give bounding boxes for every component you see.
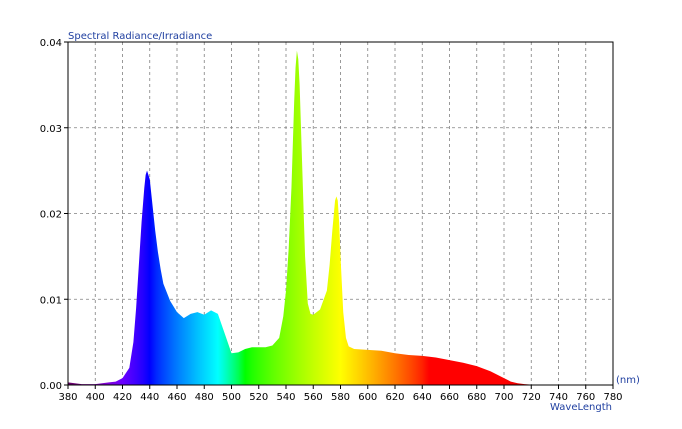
x-tick-label: 720	[522, 392, 541, 403]
y-tick-label: 0.00	[40, 381, 62, 392]
x-tick-label: 780	[603, 392, 622, 403]
x-axis-ticks: 380 400 420 440 460 480 500 520 540 560 580 600 620 6…	[58, 385, 623, 403]
x-tick-label: 640	[413, 392, 432, 403]
y-tick-label: 0.03	[40, 124, 62, 135]
x-tick-label: 420	[113, 392, 132, 403]
spectrum-area	[68, 50, 613, 385]
x-tick-label: 600	[358, 392, 377, 403]
x-tick-label: 480	[195, 392, 214, 403]
x-axis-unit: (nm)	[616, 375, 640, 386]
x-tick-label: 440	[140, 392, 159, 403]
y-tick-label: 0.04	[40, 38, 62, 49]
spectrum-area-layer	[68, 50, 613, 385]
y-tick-label: 0.02	[40, 210, 62, 221]
x-tick-label: 660	[440, 392, 459, 403]
x-axis-label: WaveLength	[550, 402, 612, 413]
x-tick-label: 460	[167, 392, 186, 403]
x-tick-label: 680	[467, 392, 486, 403]
x-tick-label: 520	[249, 392, 268, 403]
x-tick-label: 500	[222, 392, 241, 403]
x-tick-label: 580	[331, 392, 350, 403]
x-tick-label: 760	[576, 392, 595, 403]
y-axis-ticks: 0.00 0.01 0.02 0.03 0.04	[40, 38, 68, 392]
x-tick-label: 620	[385, 392, 404, 403]
x-tick-label: 380	[58, 392, 77, 403]
x-tick-label: 540	[276, 392, 295, 403]
x-tick-label: 560	[304, 392, 323, 403]
x-tick-label: 700	[494, 392, 513, 403]
x-tick-label: 740	[549, 392, 568, 403]
y-axis-label: Spectral Radiance/Irradiance	[68, 31, 212, 42]
x-tick-label: 400	[86, 392, 105, 403]
y-tick-label: 0.01	[40, 295, 62, 306]
